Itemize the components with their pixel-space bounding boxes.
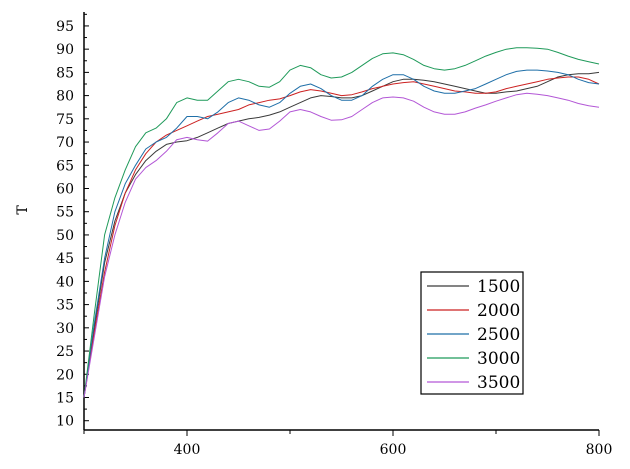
y-tick-label: 85 — [56, 65, 74, 81]
legend-label-1500: 1500 — [477, 277, 520, 297]
y-tick-label: 55 — [56, 205, 74, 221]
y-axis-label: T — [15, 205, 31, 215]
y-tick-label: 45 — [56, 251, 74, 267]
y-tick-label: 10 — [56, 414, 74, 430]
x-tick-label: 800 — [586, 442, 613, 458]
y-tick-label: 30 — [56, 321, 74, 337]
series-line-3000 — [83, 47, 600, 398]
series-line-2500 — [83, 69, 600, 398]
y-tick-label: 65 — [56, 158, 74, 174]
axes: 10 15 20 25 30 35 40 45 50 55 60 65 70 75 80 85 90 95 400 6… — [56, 12, 612, 458]
legend-label-3500: 3500 — [477, 373, 520, 393]
legend-box — [420, 271, 524, 395]
y-tick-label: 90 — [56, 42, 74, 58]
plot-series — [83, 47, 600, 398]
y-tick-label: 60 — [56, 181, 74, 197]
y-tick-label: 70 — [56, 135, 74, 151]
y-tick-label: 40 — [56, 274, 74, 290]
series-line-2000 — [83, 76, 600, 398]
y-tick-label: 25 — [56, 344, 74, 360]
series-line-3500 — [83, 92, 600, 398]
legend: 1500 2000 2500 3000 3500 — [420, 271, 524, 395]
y-tick-label: 15 — [56, 390, 74, 406]
y-tick-label: 95 — [56, 19, 74, 35]
series-line-1500 — [83, 71, 600, 398]
y-tick-label: 75 — [56, 112, 74, 128]
y-tick-label: 80 — [56, 89, 74, 105]
y-tick-label: 20 — [56, 367, 74, 383]
y-tick-label: 50 — [56, 228, 74, 244]
legend-label-2000: 2000 — [477, 301, 520, 321]
x-tick-label: 400 — [174, 442, 201, 458]
legend-label-3000: 3000 — [477, 349, 520, 369]
x-tick-label: 600 — [380, 442, 407, 458]
legend-label-2500: 2500 — [477, 325, 520, 345]
y-tick-label: 35 — [56, 298, 74, 314]
